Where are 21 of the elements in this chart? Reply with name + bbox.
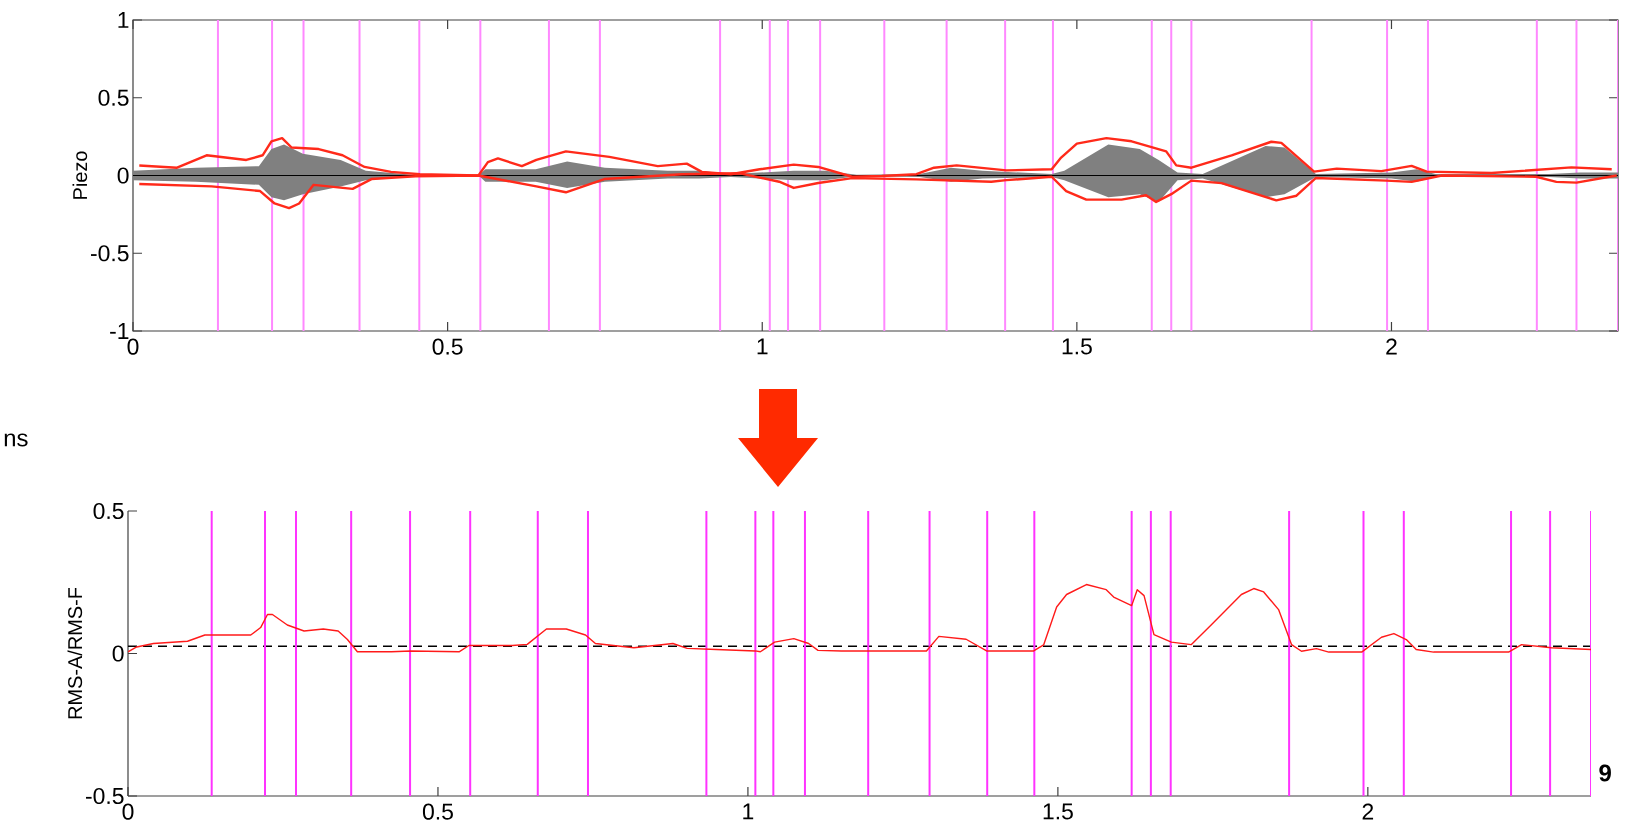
x-tick-label: 0.5 — [422, 803, 453, 820]
text: ns — [4, 433, 28, 447]
text: 9 — [1599, 764, 1611, 782]
y-tick-label: -0.5 — [86, 787, 124, 805]
y-tick-label: 0 — [117, 167, 129, 184]
y-tick-label: -1 — [110, 323, 129, 339]
x-tick-label: 1.5 — [1062, 338, 1092, 355]
y-tick-label: 0.5 — [98, 89, 129, 106]
line-series — [128, 583, 1592, 653]
x-tick-label: 2 — [1386, 338, 1397, 355]
x-tick-label: 0.5 — [432, 338, 463, 355]
x-tick-label: 2 — [1362, 803, 1374, 820]
y-tick-label: 0.5 — [93, 502, 124, 520]
x-tick-label: 1 — [743, 803, 754, 820]
x-tick-label: 1 — [757, 338, 768, 355]
y-axis-title: RMS-A/RMS-F — [67, 587, 83, 719]
y-axis-title: Piezo — [72, 151, 88, 199]
y-tick-label: 1 — [118, 12, 129, 28]
y-tick-label: -0.5 — [91, 245, 129, 262]
x-tick-label: 1.5 — [1043, 803, 1073, 820]
y-tick-label: 0 — [112, 645, 124, 662]
